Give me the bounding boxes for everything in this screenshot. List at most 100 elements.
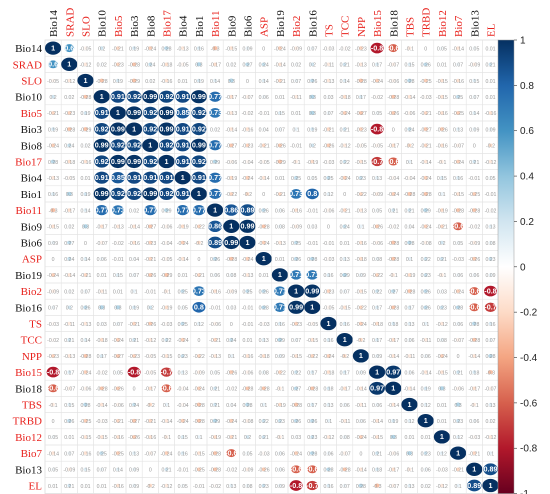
svg-text:0.77: 0.77 [208,141,222,150]
svg-text:0.09: 0.09 [356,273,366,279]
svg-text:0.17: 0.17 [356,95,366,101]
svg-text:-0.27: -0.27 [112,354,124,360]
svg-text:0.23: 0.23 [356,176,366,182]
svg-text:0.06: 0.06 [421,354,431,360]
svg-text:0.01: 0.01 [178,79,188,85]
svg-text:0.05: 0.05 [469,46,479,52]
svg-text:-0.19: -0.19 [404,273,416,279]
svg-text:-0.01: -0.01 [323,241,335,247]
svg-text:0.13: 0.13 [226,484,236,490]
svg-text:0.3: 0.3 [309,95,316,101]
svg-text:0.22: 0.22 [340,160,350,166]
row-label-NPP: NPP [22,351,42,363]
svg-text:0.25: 0.25 [178,289,188,295]
svg-text:-0.12: -0.12 [80,63,92,69]
svg-text:0.21: 0.21 [437,257,447,263]
row-label-Bio16: Bio16 [15,302,42,314]
svg-text:0.06: 0.06 [275,468,285,474]
svg-text:-0.17: -0.17 [96,225,108,231]
svg-text:0.19: 0.19 [129,46,139,52]
svg-text:0.09: 0.09 [356,370,366,376]
svg-text:-0.8: -0.8 [290,481,302,490]
svg-text:0.02: 0.02 [80,144,90,150]
svg-text:-0.2: -0.2 [146,403,155,409]
svg-text:-0.28: -0.28 [128,63,140,69]
svg-text:-0.21: -0.21 [323,127,335,133]
svg-text:0.91: 0.91 [176,92,190,101]
svg-text:-0.04: -0.04 [242,160,254,166]
svg-text:-0.05: -0.05 [47,79,59,85]
row-label-Bio18: Bio18 [15,383,42,395]
svg-text:0.92: 0.92 [111,141,125,150]
svg-text:0.17: 0.17 [372,63,382,69]
col-label-TRBD: TRBD [421,8,433,37]
svg-text:-0.14: -0.14 [355,387,367,393]
svg-text:0.12: 0.12 [453,435,463,441]
svg-text:-0.24: -0.24 [177,338,189,344]
svg-text:0.06: 0.06 [372,403,382,409]
svg-text:-0.18: -0.18 [355,257,367,263]
svg-text:-0.26: -0.26 [387,111,399,117]
svg-text:0.92: 0.92 [160,189,174,198]
svg-text:-0.02: -0.02 [339,46,351,52]
svg-text:-0.6: -0.6 [225,448,237,457]
svg-text:1: 1 [165,157,169,166]
svg-text:-0.14: -0.14 [355,468,367,474]
svg-text:-0.03: -0.03 [47,322,59,328]
svg-text:0.21: 0.21 [210,387,220,393]
svg-text:0.07: 0.07 [129,273,139,279]
col-label-Bio16: Bio16 [307,10,319,37]
svg-text:0.03: 0.03 [97,322,107,328]
svg-text:0.08: 0.08 [259,370,269,376]
col-label-ASP: ASP [259,17,271,37]
row-label-Bio19: Bio19 [15,270,42,282]
svg-text:-0.21: -0.21 [193,273,205,279]
svg-text:-0.12: -0.12 [436,484,448,490]
svg-text:1: 1 [278,270,282,279]
svg-text:-0.06: -0.06 [387,451,399,457]
svg-text:0.06: 0.06 [404,338,414,344]
col-label-Bio12: Bio12 [437,10,449,37]
svg-text:-0.09: -0.09 [242,468,254,474]
svg-text:1: 1 [132,124,136,133]
svg-text:-0.15: -0.15 [452,192,464,198]
svg-text:-0.28: -0.28 [290,403,302,409]
svg-text:0.16: 0.16 [453,176,463,182]
svg-text:-0.02: -0.02 [242,111,254,117]
svg-text:0.25: 0.25 [97,451,107,457]
svg-text:0.01: 0.01 [485,46,495,52]
svg-text:0.07: 0.07 [323,111,333,117]
svg-text:-0.28: -0.28 [63,127,75,133]
svg-text:0.99: 0.99 [224,238,238,247]
svg-text:-0.05: -0.05 [371,144,383,150]
svg-text:-0.17: -0.17 [387,468,399,474]
svg-text:-0.26: -0.26 [112,387,124,393]
svg-text:-0.21: -0.21 [47,111,59,117]
svg-text:0.06: 0.06 [453,322,463,328]
svg-text:0.97: 0.97 [386,367,400,376]
svg-text:1: 1 [408,400,412,409]
svg-text:-0.19: -0.19 [436,208,448,214]
svg-text:-0.04: -0.04 [161,241,173,247]
svg-text:1: 1 [456,448,460,457]
svg-text:0.28: 0.28 [48,160,58,166]
svg-text:0.29: 0.29 [210,160,220,166]
svg-text:-0.11: -0.11 [290,95,302,101]
svg-text:0.01: 0.01 [275,257,285,263]
svg-text:0.07: 0.07 [275,127,285,133]
color-bar-tick-label: -0.6 [520,398,538,409]
svg-text:-0.22: -0.22 [306,354,318,360]
svg-text:-0.24: -0.24 [242,257,254,263]
svg-text:0.02: 0.02 [291,63,301,69]
svg-text:0.14: 0.14 [469,111,479,117]
svg-text:1: 1 [294,286,298,295]
svg-text:-0.05: -0.05 [355,144,367,150]
svg-text:-0.8: -0.8 [484,286,496,295]
svg-text:0.08: 0.08 [340,435,350,441]
svg-text:0.28: 0.28 [161,46,171,52]
svg-text:-0.07: -0.07 [387,484,399,490]
col-label-Bio7: Bio7 [453,15,465,37]
svg-text:-0.29: -0.29 [274,160,286,166]
svg-text:-0.21: -0.21 [339,208,351,214]
svg-text:0.92: 0.92 [192,124,206,133]
